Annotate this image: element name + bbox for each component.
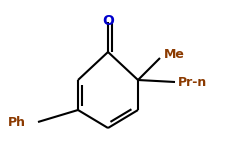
Text: Me: Me xyxy=(164,48,185,61)
Text: Pr-n: Pr-n xyxy=(178,76,207,88)
Text: O: O xyxy=(102,14,114,28)
Text: Ph: Ph xyxy=(8,115,26,129)
